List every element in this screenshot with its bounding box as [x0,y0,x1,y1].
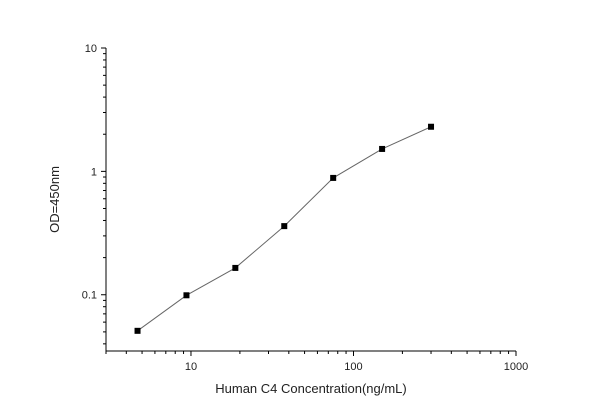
data-point-marker [232,264,239,271]
data-point-marker [330,174,337,181]
data-point-marker [183,292,190,299]
y-ticks: 0.1 1 10 [82,43,106,345]
data-point-marker [134,327,141,334]
x-tick-label: 100 [344,361,362,373]
x-ticks: 10 100 1000 [105,351,528,373]
data-point-marker [379,145,386,152]
series [134,123,435,334]
data-point-marker [281,223,288,230]
data-point-marker [428,123,435,130]
y-tick-label: 1 [91,166,97,178]
y-tick-label: 0.1 [82,290,97,302]
y-axis-title: OD=450nm [47,166,62,233]
x-tick-label: 10 [185,361,197,373]
x-tick-label: 1000 [504,361,528,373]
y-tick-label: 10 [85,43,97,55]
x-axis-title: Human C4 Concentration(ng/mL) [215,381,406,396]
